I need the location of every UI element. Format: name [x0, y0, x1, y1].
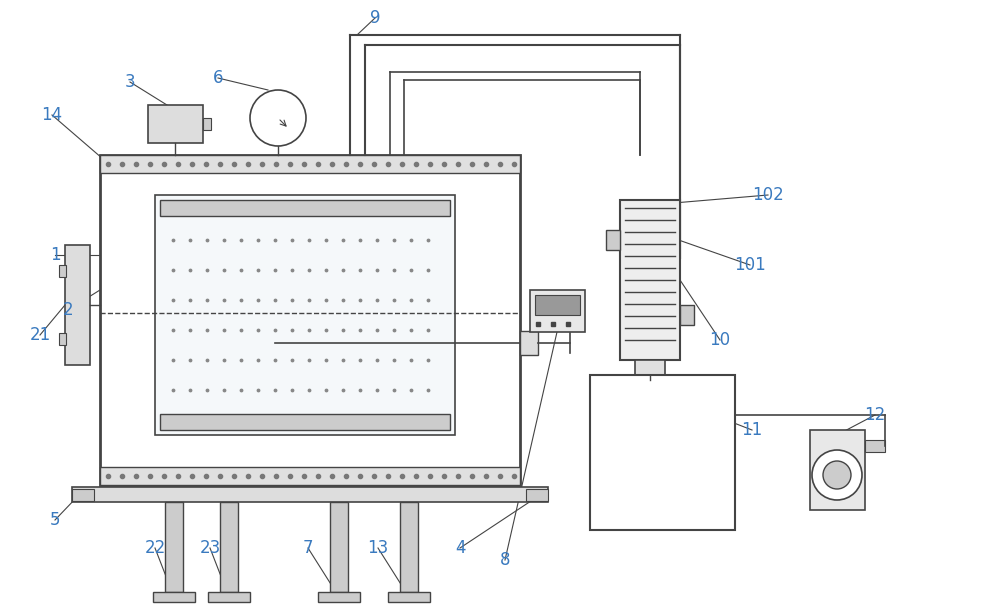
- Bar: [160, 414, 450, 430]
- Text: 1: 1: [50, 246, 60, 264]
- Bar: [590, 375, 735, 530]
- Bar: [535, 295, 580, 315]
- Bar: [100, 155, 520, 485]
- Text: 22: 22: [144, 539, 166, 557]
- Circle shape: [812, 450, 862, 500]
- Bar: [388, 592, 430, 602]
- Bar: [165, 502, 183, 592]
- Bar: [153, 592, 195, 602]
- Bar: [72, 487, 548, 502]
- Text: 13: 13: [367, 539, 389, 557]
- Bar: [208, 592, 250, 602]
- Bar: [160, 200, 450, 216]
- Bar: [65, 245, 90, 365]
- Text: 4: 4: [455, 539, 465, 557]
- Circle shape: [823, 461, 851, 489]
- Bar: [72, 489, 94, 501]
- Bar: [635, 360, 665, 380]
- Text: 12: 12: [864, 406, 886, 424]
- Bar: [400, 502, 418, 592]
- Text: 6: 6: [213, 69, 223, 87]
- Bar: [865, 440, 885, 452]
- Text: 102: 102: [752, 186, 784, 204]
- Text: 3: 3: [125, 73, 135, 91]
- Bar: [203, 118, 211, 130]
- Bar: [606, 230, 620, 250]
- Circle shape: [250, 90, 306, 146]
- Bar: [526, 489, 548, 501]
- Bar: [59, 265, 66, 277]
- Text: 11: 11: [741, 421, 763, 439]
- Text: 9: 9: [370, 9, 380, 27]
- Bar: [100, 467, 520, 485]
- Text: 14: 14: [41, 106, 63, 124]
- Text: 23: 23: [199, 539, 221, 557]
- Bar: [520, 331, 538, 355]
- Bar: [148, 105, 203, 143]
- Bar: [100, 155, 520, 173]
- Bar: [530, 290, 585, 332]
- Bar: [330, 502, 348, 592]
- Text: 21: 21: [29, 326, 51, 344]
- Text: 2: 2: [63, 301, 73, 319]
- Bar: [318, 592, 360, 602]
- Text: 5: 5: [50, 511, 60, 529]
- Text: 10: 10: [709, 331, 731, 349]
- Bar: [810, 430, 865, 510]
- Bar: [59, 333, 66, 345]
- Bar: [155, 195, 455, 435]
- Text: 101: 101: [734, 256, 766, 274]
- Text: 8: 8: [500, 551, 510, 569]
- Bar: [220, 502, 238, 592]
- Bar: [620, 200, 680, 360]
- Text: 7: 7: [303, 539, 313, 557]
- Bar: [680, 305, 694, 325]
